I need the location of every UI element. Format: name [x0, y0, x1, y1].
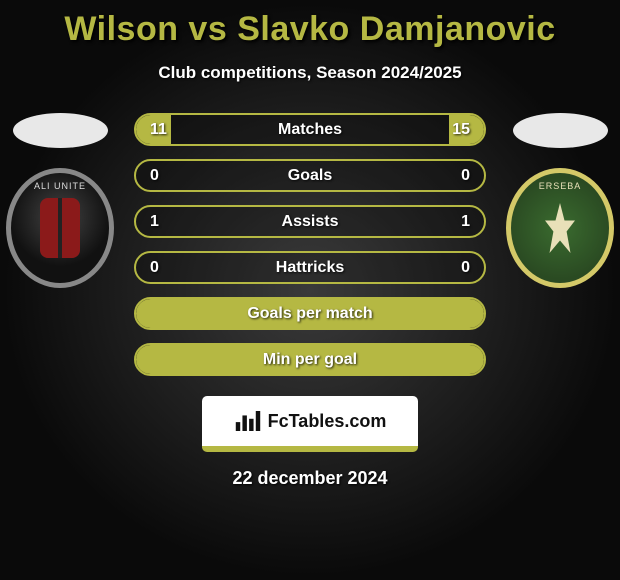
stat-value-right: 1 — [450, 213, 470, 231]
stat-label: Assists — [282, 213, 339, 231]
stat-label: Hattricks — [276, 259, 344, 277]
stat-value-left: 1 — [150, 213, 170, 231]
chart-icon — [234, 411, 262, 431]
player-left-column — [0, 113, 120, 288]
player-right-column — [500, 113, 620, 288]
stat-value-left: 0 — [150, 259, 170, 277]
stat-row: 11 Matches 15 — [134, 113, 486, 146]
page-title: Wilson vs Slavko Damjanovic — [0, 0, 620, 49]
club-badge-right — [506, 168, 614, 288]
stat-row: 0 Goals 0 — [134, 159, 486, 192]
branding-text: FcTables.com — [268, 411, 387, 432]
stat-value-right: 15 — [450, 121, 470, 139]
stat-label: Goals — [288, 167, 332, 185]
stat-row: 0 Hattricks 0 — [134, 251, 486, 284]
subtitle: Club competitions, Season 2024/2025 — [0, 63, 620, 83]
stat-label: Matches — [278, 121, 342, 139]
stat-row: Min per goal — [134, 343, 486, 376]
stat-value-right: 0 — [450, 167, 470, 185]
stat-value-right: 0 — [450, 259, 470, 277]
stat-row: 1 Assists 1 — [134, 205, 486, 238]
stat-row: Goals per match — [134, 297, 486, 330]
stats-list: 11 Matches 15 0 Goals 0 1 Assists 1 0 Hattricks 0 Go… — [134, 113, 486, 376]
date-text: 22 december 2024 — [0, 468, 620, 489]
comparison-content: 11 Matches 15 0 Goals 0 1 Assists 1 0 Hattricks 0 Go… — [0, 113, 620, 376]
country-flag-left — [13, 113, 108, 148]
stat-value-left: 11 — [150, 121, 170, 139]
stat-label: Goals per match — [247, 305, 372, 323]
country-flag-right — [513, 113, 608, 148]
club-badge-left — [6, 168, 114, 288]
stat-label: Min per goal — [263, 351, 357, 369]
branding-badge: FcTables.com — [202, 396, 418, 452]
stat-value-left: 0 — [150, 167, 170, 185]
